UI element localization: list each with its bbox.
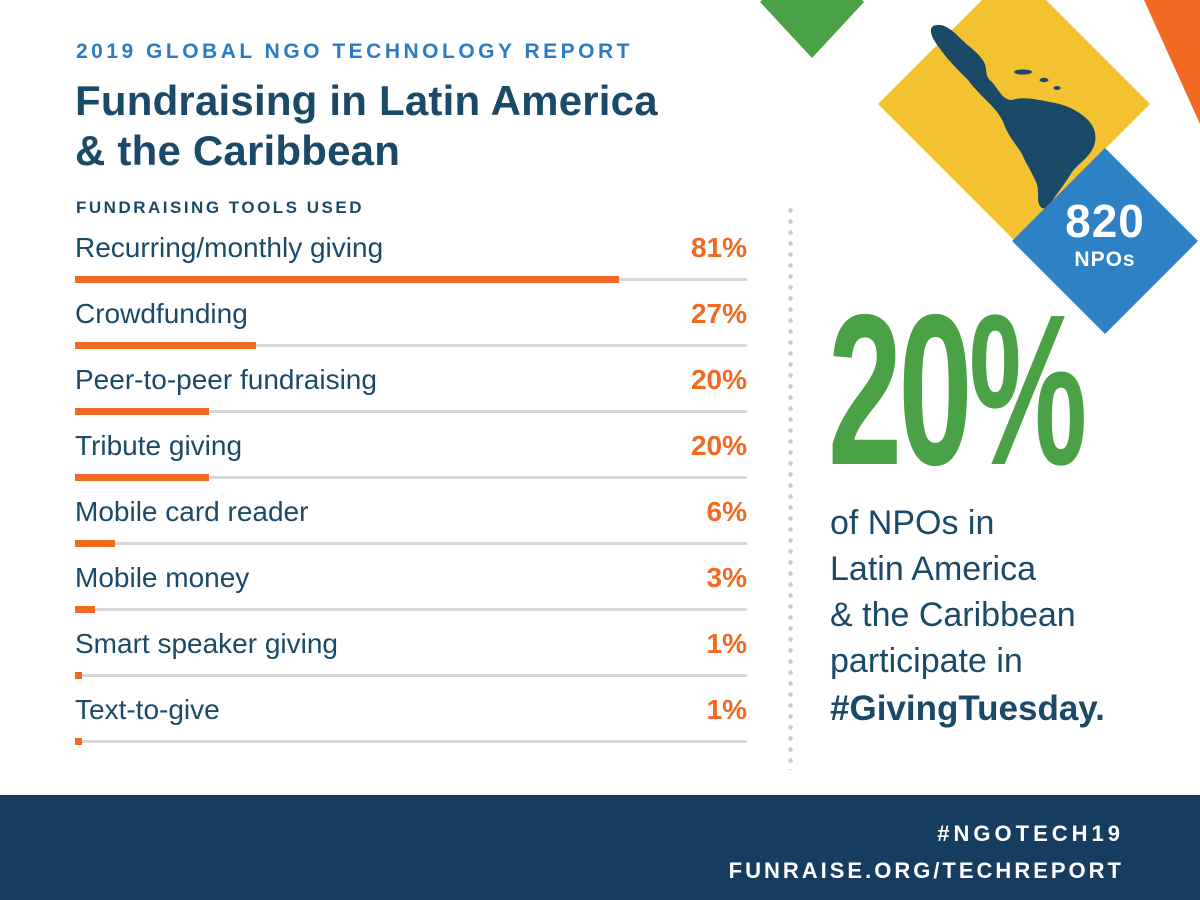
bar-fill xyxy=(75,474,210,481)
latin-america-map-icon xyxy=(930,24,1096,209)
tool-label: Crowdfunding xyxy=(75,298,248,329)
chart-row: Mobile money 3% xyxy=(75,562,747,613)
tool-percent: 3% xyxy=(706,562,747,593)
stat-line: of NPOs in xyxy=(830,504,995,542)
tool-percent: 20% xyxy=(690,430,747,461)
bar-fill xyxy=(75,672,82,679)
stat-hashtag: #GivingTuesday. xyxy=(830,689,1105,728)
bar-track xyxy=(75,342,747,349)
npo-count-label: NPOs xyxy=(1074,248,1136,271)
chart-row: Text-to-give 1% xyxy=(75,694,747,745)
chart-row: Mobile card reader 6% xyxy=(75,496,747,547)
bar-fill xyxy=(75,738,82,745)
chart-row: Recurring/monthly giving 81% xyxy=(75,232,747,283)
chart-row: Tribute giving 20% xyxy=(75,430,747,481)
section-label: FUNDRAISING TOOLS USED xyxy=(76,198,364,217)
tool-percent: 81% xyxy=(690,232,747,263)
tool-label: Tribute giving xyxy=(75,430,243,461)
stat-description: of NPOs in Latin America & the Caribbean… xyxy=(830,500,1105,732)
tool-label: Peer-to-peer fundraising xyxy=(75,364,377,395)
tool-label: Text-to-give xyxy=(75,694,220,725)
blue-diamond xyxy=(1012,148,1198,334)
tool-label: Recurring/monthly giving xyxy=(75,232,384,263)
bar-track xyxy=(75,540,747,547)
bar-track xyxy=(75,474,747,481)
npo-badge: 820 NPOs xyxy=(1040,198,1170,272)
fundraising-tools-chart: Recurring/monthly giving 81% Crowdfunding 2… xyxy=(75,232,747,760)
bar-fill xyxy=(75,342,257,349)
footer-url: FUNRAISE.ORG/TECHREPORT xyxy=(728,858,1124,883)
stat-line: Latin America xyxy=(830,550,1036,588)
bar-track xyxy=(75,738,747,745)
bar-fill xyxy=(75,408,210,415)
report-eyebrow: 2019 GLOBAL NGO TECHNOLOGY REPORT xyxy=(76,40,633,63)
green-diamond xyxy=(760,0,864,58)
bar-track xyxy=(75,606,747,613)
page-title: Fundraising in Latin America & the Carib… xyxy=(75,76,658,177)
chart-row: Peer-to-peer fundraising 20% xyxy=(75,364,747,415)
tool-percent: 1% xyxy=(706,628,747,659)
chart-row: Crowdfunding 27% xyxy=(75,298,747,349)
tool-percent: 27% xyxy=(690,298,747,329)
decorative-diamonds xyxy=(760,0,1200,334)
bar-track xyxy=(75,408,747,415)
tool-percent: 20% xyxy=(690,364,747,395)
tool-percent: 1% xyxy=(706,694,747,725)
tool-label: Smart speaker giving xyxy=(75,628,339,659)
dotted-divider xyxy=(788,205,793,770)
page-title-line1: Fundraising in Latin America xyxy=(75,77,658,124)
chart-row: Smart speaker giving 1% xyxy=(75,628,747,679)
npo-count: 820 xyxy=(1065,195,1145,247)
bar-fill xyxy=(75,606,96,613)
stat-line: participate in xyxy=(830,642,1023,680)
tool-percent: 6% xyxy=(706,496,747,527)
bar-fill xyxy=(75,540,116,547)
tool-label: Mobile money xyxy=(75,562,250,593)
bar-track xyxy=(75,672,747,679)
tool-label: Mobile card reader xyxy=(75,496,309,527)
stat-line: & the Caribbean xyxy=(830,596,1076,634)
orange-corner-triangle xyxy=(1144,0,1200,124)
footer-hashtag: #NGOTECH19 xyxy=(937,821,1124,846)
page-title-line2: & the Caribbean xyxy=(75,127,401,175)
bar-fill xyxy=(75,276,620,283)
stat-value: 20% xyxy=(828,269,1087,510)
footer-bar: #NGOTECH19 FUNRAISE.ORG/TECHREPORT xyxy=(0,795,1200,900)
bar-track xyxy=(75,276,747,283)
